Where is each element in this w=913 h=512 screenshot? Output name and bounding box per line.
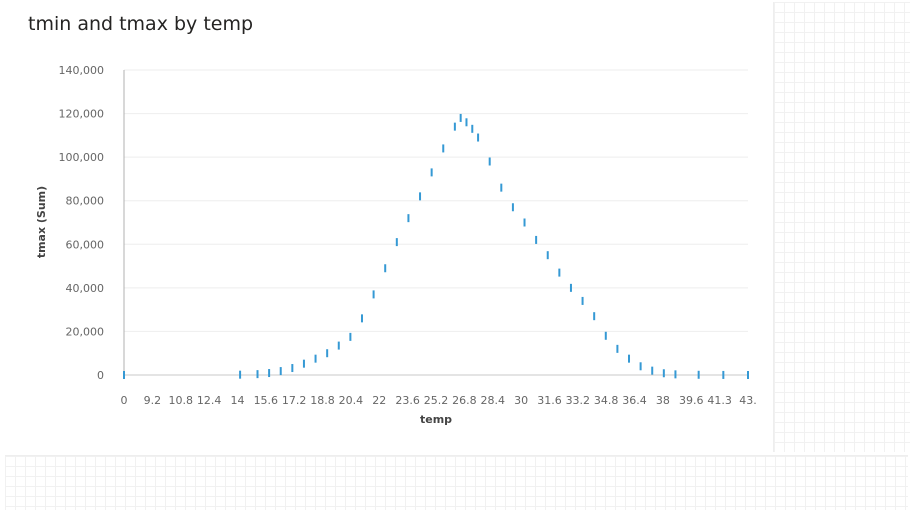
x-tick-label: 36.4 <box>622 394 647 407</box>
data-point[interactable] <box>453 122 456 131</box>
data-point[interactable] <box>593 312 596 321</box>
x-tick-label: 31.6 <box>537 394 562 407</box>
x-tick-label: 23.6 <box>395 394 420 407</box>
data-point[interactable] <box>581 296 584 305</box>
data-point[interactable] <box>430 168 433 177</box>
data-points <box>123 113 749 379</box>
data-point[interactable] <box>123 371 125 379</box>
data-point[interactable] <box>337 341 340 350</box>
data-point[interactable] <box>639 362 642 371</box>
data-point[interactable] <box>569 283 572 292</box>
data-point[interactable] <box>256 370 259 379</box>
data-point[interactable] <box>291 364 294 373</box>
data-point[interactable] <box>722 370 725 379</box>
data-point[interactable] <box>535 235 538 244</box>
x-tick-label: 28.4 <box>480 394 505 407</box>
data-point[interactable] <box>360 314 363 323</box>
y-tick-label: 120,000 <box>59 108 105 121</box>
data-point[interactable] <box>697 370 700 379</box>
data-point[interactable] <box>628 354 631 363</box>
x-tick-label: 33.2 <box>566 394 591 407</box>
x-tick-label: 34.8 <box>594 394 619 407</box>
x-tick-label: 9.2 <box>144 394 162 407</box>
x-tick-label: 38 <box>656 394 670 407</box>
data-point[interactable] <box>477 133 480 142</box>
data-point[interactable] <box>500 183 503 192</box>
bottom-visual-placeholder <box>5 455 908 510</box>
x-tick-label: 25.2 <box>424 394 449 407</box>
data-point[interactable] <box>471 124 474 133</box>
x-axis-title: temp <box>420 413 452 426</box>
x-tick-labels: 0 9.2 10.8 12.4 14 15.6 17.2 18.8 20.4 22 23.6 25.2… <box>121 394 757 407</box>
chart-title: tmin and tmax by temp <box>28 13 254 35</box>
data-point[interactable] <box>546 251 549 260</box>
x-tick-label: 22 <box>372 394 386 407</box>
y-tick-label: 40,000 <box>66 282 105 295</box>
data-point[interactable] <box>442 144 445 153</box>
y-axis-title: tmax (Sum) <box>35 186 48 258</box>
data-point[interactable] <box>558 268 561 277</box>
x-tick-label: 41.3 <box>707 394 732 407</box>
x-tick-label: 0 <box>121 394 128 407</box>
x-tick-label: 26.8 <box>452 394 477 407</box>
adjacent-visual-placeholder <box>773 2 910 452</box>
data-point[interactable] <box>349 332 352 341</box>
gridlines <box>124 69 748 332</box>
data-point[interactable] <box>488 157 491 166</box>
x-tick-label: 43. <box>739 394 757 407</box>
y-tick-label: 20,000 <box>66 325 105 338</box>
x-tick-label: 30 <box>514 394 528 407</box>
x-tick-label: 17.2 <box>282 394 307 407</box>
data-point[interactable] <box>395 238 398 247</box>
x-tick-label: 10.8 <box>168 394 193 407</box>
data-point[interactable] <box>616 344 619 353</box>
data-point[interactable] <box>314 354 317 363</box>
data-point[interactable] <box>651 366 654 375</box>
data-point[interactable] <box>523 218 526 227</box>
y-tick-label: 80,000 <box>66 195 105 208</box>
data-point[interactable] <box>279 367 282 376</box>
x-tick-label: 20.4 <box>339 394 364 407</box>
x-tick-label: 18.8 <box>310 394 335 407</box>
data-point[interactable] <box>326 349 329 358</box>
data-point[interactable] <box>384 264 387 273</box>
y-tick-label: 100,000 <box>59 151 105 164</box>
data-point[interactable] <box>372 290 375 299</box>
data-point[interactable] <box>407 214 410 223</box>
x-tick-label: 15.6 <box>254 394 279 407</box>
x-tick-label: 39.6 <box>679 394 704 407</box>
y-tick-labels: 0 20,000 40,000 60,000 80,000 100,000 120,000 1… <box>59 64 105 382</box>
x-tick-label: 14 <box>230 394 244 407</box>
data-point[interactable] <box>604 331 607 340</box>
data-point[interactable] <box>511 203 514 212</box>
data-point[interactable] <box>419 192 422 201</box>
data-point[interactable] <box>465 118 468 127</box>
y-tick-label: 0 <box>97 369 104 382</box>
data-point[interactable] <box>302 359 305 368</box>
data-point[interactable] <box>239 370 242 379</box>
data-point[interactable] <box>674 370 677 379</box>
data-point[interactable] <box>459 113 462 122</box>
y-tick-label: 60,000 <box>66 238 105 251</box>
x-tick-label: 12.4 <box>197 394 222 407</box>
data-point[interactable] <box>747 371 749 379</box>
data-point[interactable] <box>268 369 271 378</box>
data-point[interactable] <box>662 369 665 378</box>
y-tick-label: 140,000 <box>59 64 105 77</box>
